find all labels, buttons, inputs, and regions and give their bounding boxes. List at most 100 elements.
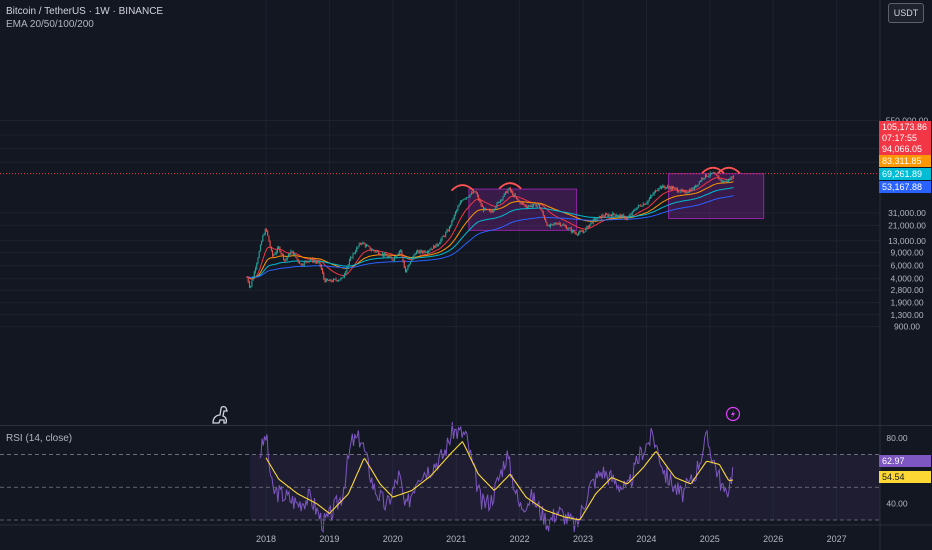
candle-body <box>469 194 471 197</box>
candle-body <box>364 243 366 247</box>
candle-body <box>439 242 441 245</box>
candle-body <box>309 259 311 261</box>
y-tick-label: 2,800.00 <box>890 285 923 295</box>
price-axis[interactable]: 900.00 1,300.00 1,900.00 2,800.004,000.00 6,… <box>879 0 929 550</box>
candle-body <box>396 255 398 257</box>
candle-body <box>384 253 386 256</box>
candle-body <box>671 186 673 189</box>
price-series <box>246 171 734 289</box>
candle-body <box>652 194 654 196</box>
candle-body <box>283 254 285 260</box>
candle-body <box>578 232 580 235</box>
candle-body <box>551 223 553 225</box>
candle-body <box>348 260 350 265</box>
candle-body <box>281 253 283 255</box>
rsi-tick-label: 80.00 <box>886 433 908 443</box>
candle-body <box>474 191 476 192</box>
candle-body <box>326 279 328 281</box>
candle-body <box>365 245 367 247</box>
candle-body <box>359 243 361 245</box>
candle-body <box>503 193 505 197</box>
candle-body <box>489 209 491 211</box>
candle-body <box>250 286 252 288</box>
candle-body <box>368 245 370 247</box>
candle-body <box>706 174 708 177</box>
candle-body <box>662 185 664 189</box>
candle-body <box>731 176 733 178</box>
candle-body <box>535 203 537 207</box>
candle-body <box>713 172 715 174</box>
y-tick-label: 550,000.00 <box>886 115 929 125</box>
rsi-indicator-label[interactable]: RSI (14, close) <box>6 433 73 444</box>
x-tick-label: 2025 <box>700 534 720 544</box>
rsi-pane: 40.00 80.00 <box>0 422 908 534</box>
candle-body <box>635 209 637 211</box>
candle-body <box>481 205 483 208</box>
symbol-title[interactable]: Bitcoin / TetherUS · 1W · BINANCE <box>6 6 164 17</box>
candle-body <box>325 279 327 282</box>
candle-body <box>720 179 722 182</box>
candle-body <box>617 215 619 217</box>
candle-body <box>668 186 670 188</box>
candle-body <box>486 209 488 210</box>
candle-body <box>512 191 514 196</box>
candle-body <box>717 175 719 177</box>
candle-body <box>631 211 633 215</box>
peak-arcs <box>450 166 741 192</box>
candle-body <box>479 199 481 202</box>
candle-body <box>567 228 569 230</box>
candle-body <box>637 205 639 208</box>
currency-button[interactable]: USDT <box>888 3 924 23</box>
peak-arc <box>450 184 475 192</box>
candle-body <box>252 277 254 281</box>
candle-body <box>618 214 620 216</box>
candle-body <box>730 176 732 180</box>
candle-body <box>284 259 286 261</box>
candle-body <box>291 250 293 252</box>
candle-body <box>723 180 725 183</box>
candle-body <box>630 214 632 216</box>
pane-separator[interactable] <box>0 425 932 426</box>
candle-body <box>491 211 493 213</box>
x-tick-label: 2027 <box>827 534 847 544</box>
candle-body <box>295 254 297 258</box>
time-axis[interactable]: 2018 2019 2020 2021 2022 2023 2024 2025 2026 2027 <box>0 524 932 544</box>
candle-body <box>440 239 442 243</box>
y-tick-label: 9,000.00 <box>890 248 923 258</box>
x-tick-label: 2018 <box>256 534 276 544</box>
candle-body <box>303 261 305 266</box>
candle-body <box>534 203 536 205</box>
candle-body <box>357 246 359 248</box>
candle-body <box>506 191 508 193</box>
candle-body <box>400 250 402 252</box>
candle-body <box>715 174 717 176</box>
candle-body <box>446 230 448 233</box>
ema100-line <box>247 187 734 279</box>
candle-body <box>495 207 497 210</box>
rsi-ma-value-tag: 54.54 <box>879 471 931 483</box>
candle-body <box>331 281 333 283</box>
candle-body <box>320 265 322 270</box>
candle-body <box>476 193 478 196</box>
candle-body <box>341 277 343 279</box>
candle-body <box>261 241 263 246</box>
candle-body <box>585 227 587 232</box>
candle-body <box>729 179 731 181</box>
candle-body <box>656 190 658 192</box>
candle-body <box>353 253 355 254</box>
candle-body <box>465 197 467 199</box>
ema-indicator-label[interactable]: EMA 20/50/100/200 <box>6 19 94 30</box>
candle-body <box>587 225 589 228</box>
candle-body <box>473 191 475 194</box>
lightning-icon[interactable] <box>725 406 741 422</box>
candle-body <box>290 251 292 255</box>
candle-body <box>700 180 702 182</box>
candle-body <box>459 202 461 205</box>
candle-body <box>514 194 516 198</box>
candle-body <box>302 265 304 266</box>
candle-body <box>307 261 309 263</box>
candle-body <box>417 250 419 252</box>
candle-body <box>404 267 406 273</box>
candle-body <box>363 242 365 244</box>
